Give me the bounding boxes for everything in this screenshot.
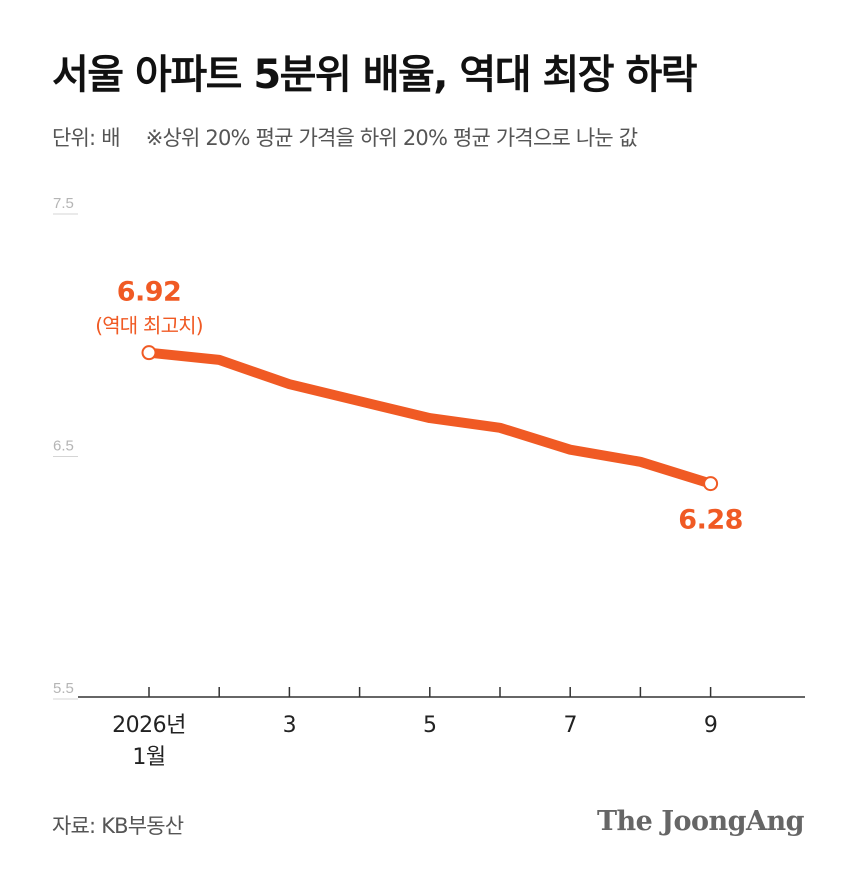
series-line <box>144 347 716 489</box>
data-points <box>141 345 719 492</box>
chart-title: 서울 아파트 5분위 배율, 역대 최장 하락 <box>52 52 698 98</box>
y-axis-labels: 5.5 6.5 7.5 <box>53 195 78 700</box>
brand-logo: The JoongAng <box>596 806 805 837</box>
endpoint-marker <box>703 476 719 492</box>
footnote-label: ※상위 20% 평균 가격을 하위 20% 평균 가격으로 나눈 값 <box>145 126 638 150</box>
data-labels: 6.92 (역대 최고치) 6.28 <box>95 277 743 536</box>
source-label: 자료: KB부동산 <box>52 814 184 838</box>
x-tick-label: 9 <box>704 713 718 738</box>
x-tick-label: 5 <box>423 713 437 738</box>
x-tick-label: 7 <box>563 713 577 738</box>
y-tick-label: 7.5 <box>53 195 74 212</box>
data-label-note: (역대 최고치) <box>95 314 203 338</box>
unit-label: 단위: 배 <box>52 126 121 150</box>
endpoint-marker <box>141 345 157 361</box>
data-label-max: 6.92 <box>117 277 182 308</box>
data-label-latest: 6.28 <box>678 505 743 536</box>
chart-subtitle: 단위: 배 ※상위 20% 평균 가격을 하위 20% 평균 가격으로 나눈 값 <box>52 122 638 152</box>
y-tick-label: 6.5 <box>53 438 74 455</box>
x-axis-labels: 2026년 1월 3 5 7 9 <box>112 713 718 770</box>
y-tick-label: 5.5 <box>53 680 74 697</box>
x-tick-label: 3 <box>283 713 297 738</box>
x-axis-ticks <box>148 687 712 697</box>
x-tick-label: 1월 <box>132 745 165 770</box>
x-tick-label: 2026년 <box>112 713 186 738</box>
